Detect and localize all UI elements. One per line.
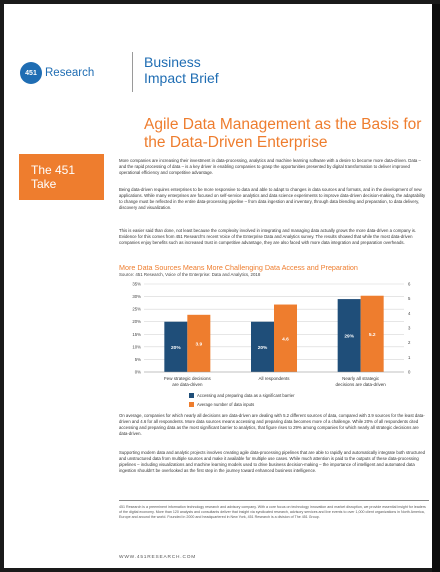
legend-swatch-orange	[189, 402, 194, 407]
logo-mark: 451	[20, 62, 42, 84]
legend-label-barrier: Accessing and preparing data as a signif…	[197, 393, 295, 398]
brief-title-line2: Impact Brief	[144, 70, 219, 86]
bar-data-label: 20%	[258, 345, 268, 351]
take-line2: Take	[31, 177, 57, 191]
left-tick-label: 10%	[132, 344, 141, 349]
body-paragraph-5: Supporting modern data and analytic proj…	[119, 450, 425, 473]
take-line1: The 451	[31, 163, 76, 177]
logo-text: Research	[45, 67, 95, 79]
bar	[337, 299, 361, 372]
header-divider	[132, 52, 133, 92]
right-tick-label: 6	[408, 282, 411, 287]
left-tick-label: 20%	[132, 319, 141, 324]
category-label: are data-driven	[172, 382, 203, 387]
right-tick-label: 2	[408, 340, 411, 345]
category-label: Few strategic decisions	[164, 376, 212, 381]
right-tick-label: 3	[408, 326, 411, 331]
footer-rule	[119, 500, 429, 501]
body-paragraph-1: More companies are increasing their inve…	[119, 158, 421, 175]
bar	[164, 321, 188, 372]
headline: Agile Data Management as the Basis for t…	[144, 116, 422, 151]
footer-url: WWW.451RESEARCH.COM	[119, 555, 197, 560]
bar-data-label: 20%	[171, 345, 181, 351]
left-tick-label: 0%	[135, 370, 141, 375]
bar-data-label: 29%	[344, 334, 354, 340]
page-edge-shadow	[432, 4, 440, 572]
category-label: All respondents	[258, 376, 290, 381]
right-tick-label: 0	[408, 370, 411, 375]
brief-title-line1: Business	[144, 54, 201, 70]
bar	[274, 304, 297, 372]
category-label: decisions are data-driven	[336, 382, 387, 387]
left-tick-label: 15%	[132, 332, 141, 337]
legend-item-inputs: Average number of data inputs	[189, 402, 254, 407]
bar-data-label: 4.6	[282, 336, 289, 342]
left-tick-label: 35%	[132, 282, 141, 287]
right-tick-label: 4	[408, 311, 411, 316]
the-451-take-box: The 451 Take	[19, 154, 104, 200]
company-logo: 451 Research	[20, 62, 94, 84]
legend-label-inputs: Average number of data inputs	[197, 402, 255, 407]
body-paragraph-3: This is easier said than done, not least…	[119, 228, 417, 245]
body-paragraph-4: On average, companies for which nearly a…	[119, 413, 425, 436]
bar	[360, 295, 384, 372]
legend-swatch-dark	[189, 393, 194, 398]
bar-data-label: 5.2	[369, 332, 376, 338]
left-tick-label: 30%	[132, 294, 141, 299]
chart-title: More Data Sources Means More Challenging…	[119, 263, 358, 272]
chart-source: Source: 451 Research, Voice of the Enter…	[119, 272, 261, 277]
footer-about: 451 Research is a preeminent information…	[119, 505, 426, 519]
brief-title: Business Impact Brief	[144, 54, 219, 86]
bar-chart: 0% 5% 10% 15% 20% 25% 30% 35% 0 1 2 3 4 5 6 20% 3.9 Few s…	[132, 282, 411, 388]
legend-item-barrier: Accessing and preparing data as a signif…	[189, 393, 295, 398]
bar-data-label: 3.9	[195, 341, 202, 347]
right-tick-label: 1	[408, 355, 411, 360]
bar	[187, 314, 211, 372]
left-tick-label: 25%	[132, 307, 141, 312]
document-page: 451 Research Business Impact Brief Agile…	[4, 4, 432, 568]
category-label: Nearly all strategic	[342, 376, 380, 381]
bar	[251, 321, 274, 372]
body-paragraph-2: Being data-driven requires enterprises t…	[119, 187, 426, 210]
left-tick-label: 5%	[135, 357, 141, 362]
right-tick-label: 5	[408, 296, 411, 301]
